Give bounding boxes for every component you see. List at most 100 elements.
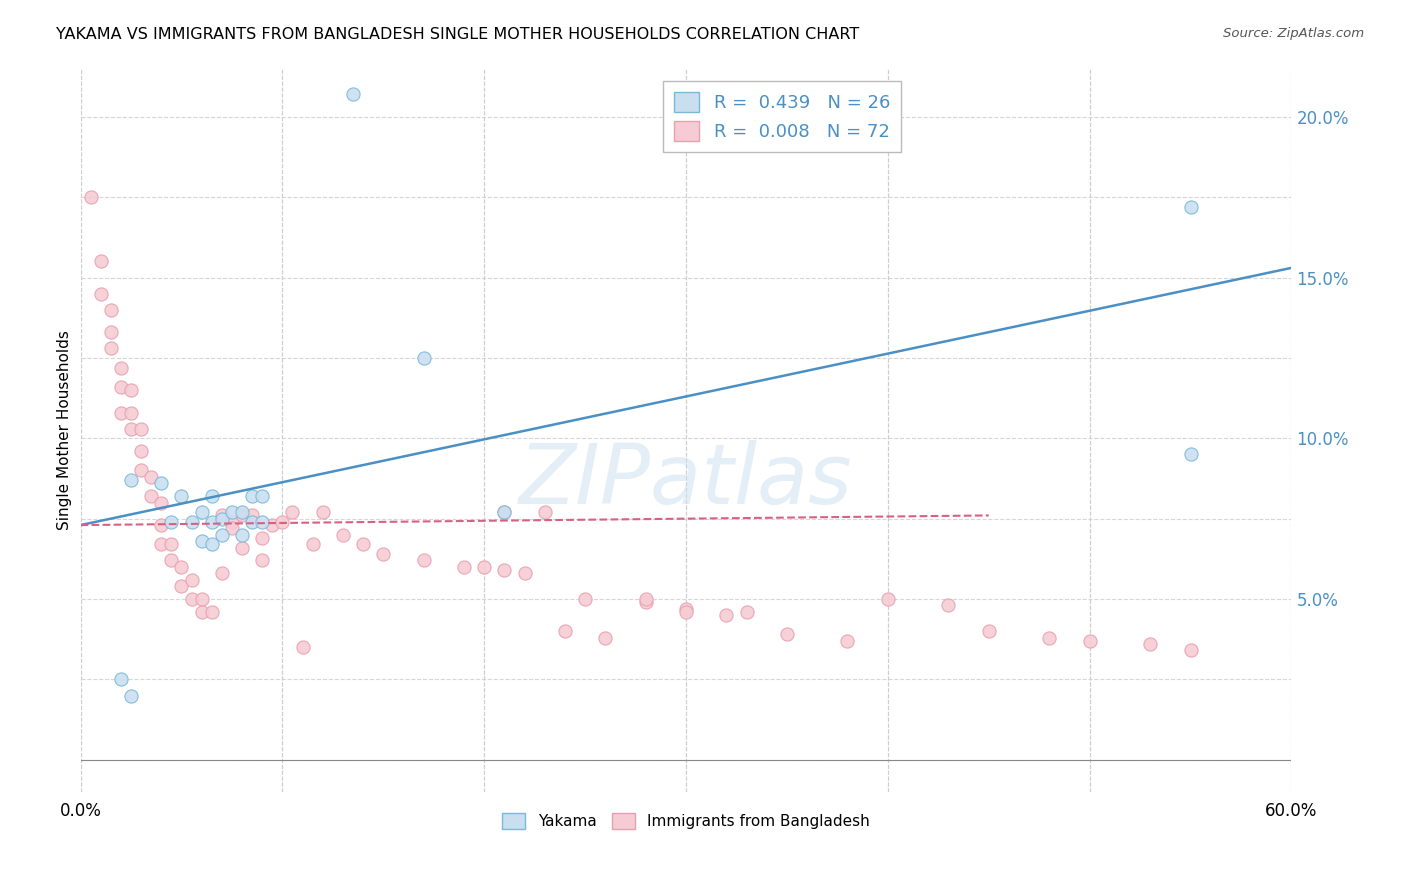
Point — [231, 508, 253, 523]
Point — [1139, 637, 1161, 651]
Point — [160, 515, 183, 529]
Point — [201, 605, 224, 619]
Point — [110, 406, 132, 420]
Point — [231, 527, 253, 541]
Point — [494, 563, 516, 577]
Point — [977, 624, 1000, 639]
Point — [201, 537, 224, 551]
Point — [170, 579, 193, 593]
Point — [1078, 633, 1101, 648]
Point — [120, 406, 142, 420]
Point — [634, 592, 657, 607]
Text: Source: ZipAtlas.com: Source: ZipAtlas.com — [1223, 27, 1364, 40]
Point — [150, 495, 173, 509]
Point — [211, 511, 233, 525]
Point — [240, 515, 263, 529]
Point — [876, 592, 898, 607]
Point — [221, 505, 243, 519]
Point — [352, 537, 374, 551]
Point — [211, 508, 233, 523]
Point — [231, 505, 253, 519]
Point — [472, 560, 495, 574]
Point — [129, 422, 152, 436]
Point — [170, 489, 193, 503]
Point — [281, 505, 304, 519]
Point — [240, 508, 263, 523]
Point — [180, 592, 202, 607]
Point — [79, 190, 101, 204]
Point — [90, 254, 112, 268]
Point — [110, 380, 132, 394]
Point — [160, 553, 183, 567]
Point — [250, 553, 273, 567]
Point — [100, 325, 122, 339]
Point — [716, 608, 738, 623]
Point — [190, 534, 212, 549]
Point — [231, 541, 253, 555]
Point — [100, 302, 122, 317]
Point — [250, 489, 273, 503]
Point — [1180, 447, 1202, 461]
Point — [735, 605, 758, 619]
Point — [494, 505, 516, 519]
Point — [120, 473, 142, 487]
Point — [150, 476, 173, 491]
Point — [938, 599, 960, 613]
Point — [593, 631, 616, 645]
Point — [837, 633, 859, 648]
Point — [271, 515, 294, 529]
Text: ZIPatlas: ZIPatlas — [519, 441, 853, 522]
Point — [513, 566, 536, 581]
Point — [533, 505, 555, 519]
Point — [776, 627, 799, 641]
Point — [120, 689, 142, 703]
Point — [110, 360, 132, 375]
Point — [453, 560, 475, 574]
Point — [250, 515, 273, 529]
Point — [1038, 631, 1060, 645]
Point — [211, 566, 233, 581]
Point — [221, 521, 243, 535]
Point — [201, 515, 224, 529]
Point — [170, 560, 193, 574]
Point — [120, 383, 142, 397]
Point — [332, 527, 354, 541]
Point — [373, 547, 395, 561]
Point — [574, 592, 596, 607]
Point — [1180, 200, 1202, 214]
Point — [342, 87, 364, 102]
Point — [129, 463, 152, 477]
Point — [675, 605, 697, 619]
Point — [301, 537, 323, 551]
Point — [675, 601, 697, 615]
Point — [190, 592, 212, 607]
Point — [250, 531, 273, 545]
Point — [494, 505, 516, 519]
Point — [180, 573, 202, 587]
Point — [201, 489, 224, 503]
Point — [150, 518, 173, 533]
Point — [1180, 643, 1202, 657]
Point — [634, 595, 657, 609]
Point — [90, 286, 112, 301]
Point — [554, 624, 576, 639]
Point — [190, 505, 212, 519]
Point — [100, 341, 122, 355]
Point — [412, 553, 434, 567]
Point — [129, 444, 152, 458]
Point — [412, 351, 434, 365]
Point — [312, 505, 335, 519]
Y-axis label: Single Mother Households: Single Mother Households — [58, 330, 72, 530]
Point — [221, 515, 243, 529]
Point — [262, 518, 284, 533]
Point — [110, 673, 132, 687]
Point — [190, 605, 212, 619]
Point — [141, 489, 163, 503]
Legend: Yakama, Immigrants from Bangladesh: Yakama, Immigrants from Bangladesh — [496, 806, 876, 835]
Point — [180, 515, 202, 529]
Text: YAKAMA VS IMMIGRANTS FROM BANGLADESH SINGLE MOTHER HOUSEHOLDS CORRELATION CHART: YAKAMA VS IMMIGRANTS FROM BANGLADESH SIN… — [56, 27, 859, 42]
Point — [240, 489, 263, 503]
Point — [291, 640, 314, 655]
Point — [141, 470, 163, 484]
Point — [211, 527, 233, 541]
